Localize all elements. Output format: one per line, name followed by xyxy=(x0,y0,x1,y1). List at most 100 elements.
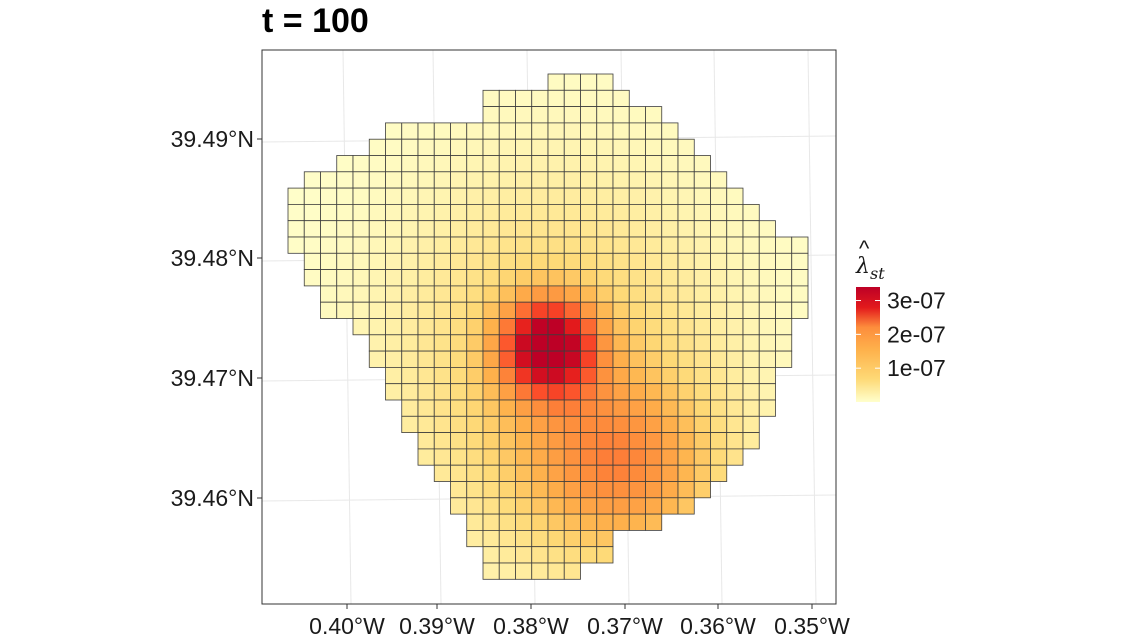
heatmap-cell xyxy=(515,138,533,156)
heatmap-cell xyxy=(677,203,695,222)
heatmap-cell xyxy=(661,171,679,189)
heatmap-cell xyxy=(287,187,305,205)
heatmap-cell xyxy=(580,366,598,385)
heatmap-cell xyxy=(498,155,516,173)
heatmap-cell xyxy=(661,220,679,238)
heatmap-cell xyxy=(677,415,695,433)
heatmap-cell xyxy=(547,252,565,271)
heatmap-cell xyxy=(580,171,598,189)
heatmap-cell xyxy=(596,89,614,108)
heatmap-cell xyxy=(401,138,419,156)
heatmap-cell xyxy=(531,448,549,466)
heatmap-cell xyxy=(693,155,711,173)
heatmap-cell xyxy=(433,301,451,319)
heatmap-cell xyxy=(661,497,679,515)
heatmap-cell xyxy=(482,562,500,580)
heatmap-cell xyxy=(563,464,581,482)
heatmap-cell xyxy=(628,171,646,189)
heatmap-cell xyxy=(287,203,305,222)
heatmap-cell xyxy=(693,236,711,254)
heatmap-cell xyxy=(482,252,500,271)
heatmap-cell xyxy=(612,89,630,108)
heatmap-cell xyxy=(563,203,581,222)
heatmap-cell xyxy=(563,562,581,580)
heatmap-cell xyxy=(450,415,468,433)
heatmap-cell xyxy=(482,530,500,548)
x-axis: 0.40°W 0.39°W 0.38°W 0.37°W 0.36°W 0.35°W xyxy=(309,604,850,639)
heatmap-cell xyxy=(580,138,598,156)
heatmap-cell xyxy=(547,497,565,515)
heatmap-cell xyxy=(628,220,646,238)
heatmap-cell xyxy=(677,350,695,368)
heatmap-cell xyxy=(596,236,614,254)
heatmap-cell xyxy=(401,187,419,205)
heatmap-cell xyxy=(693,481,711,499)
heatmap-cell xyxy=(677,301,695,319)
heatmap-cell xyxy=(580,546,598,564)
heatmap-cell xyxy=(547,546,565,564)
heatmap-cell xyxy=(433,350,451,368)
heatmap-cell xyxy=(726,334,744,352)
heatmap-cell xyxy=(466,366,484,385)
heatmap-cell xyxy=(710,236,728,254)
heatmap-cell xyxy=(580,399,598,417)
heatmap-cell xyxy=(482,106,500,124)
heatmap-cell xyxy=(661,203,679,222)
heatmap-cell xyxy=(352,236,370,254)
heatmap-cell xyxy=(628,334,646,352)
x-tick-label: 0.37°W xyxy=(587,613,663,639)
heatmap-cell xyxy=(547,122,565,140)
heatmap-cell xyxy=(498,220,516,238)
heatmap-cell xyxy=(742,318,760,336)
heatmap-cell xyxy=(498,187,516,205)
heatmap-cell xyxy=(433,383,451,401)
heatmap-cell xyxy=(596,481,614,499)
heatmap-cell xyxy=(661,269,679,287)
heatmap-cell xyxy=(677,334,695,352)
heatmap-cell xyxy=(515,203,533,222)
heatmap-cell xyxy=(580,269,598,287)
heatmap-cell xyxy=(693,187,711,205)
heatmap-cell xyxy=(287,220,305,238)
heatmap-cell xyxy=(498,481,516,499)
heatmap-cell xyxy=(433,285,451,303)
heatmap-cell xyxy=(401,220,419,238)
heatmap-cell xyxy=(580,432,598,450)
heatmap-cell xyxy=(742,350,760,368)
heatmap-cell xyxy=(563,530,581,548)
heatmap-cell xyxy=(742,285,760,303)
heatmap-cell xyxy=(726,415,744,433)
heatmap-cell xyxy=(531,562,549,580)
heatmap-cell xyxy=(661,122,679,140)
heatmap-cell xyxy=(596,513,614,531)
y-tick-label: 39.46°N xyxy=(171,485,254,511)
heatmap-cell xyxy=(596,399,614,417)
heatmap-cell xyxy=(433,138,451,156)
heatmap-cell xyxy=(368,187,386,205)
x-tick-label: 0.38°W xyxy=(493,613,569,639)
heatmap-cell xyxy=(645,513,663,531)
heatmap-cell xyxy=(417,269,435,287)
heatmap-cell xyxy=(433,464,451,482)
heatmap-cell xyxy=(433,155,451,173)
heatmap-cell xyxy=(693,220,711,238)
heatmap-cell xyxy=(645,285,663,303)
heatmap-cell xyxy=(547,301,565,319)
heatmap-cell xyxy=(596,106,614,124)
heatmap-cell xyxy=(693,203,711,222)
heatmap-cell xyxy=(596,318,614,336)
heatmap-cell xyxy=(775,334,793,352)
heatmap-cell xyxy=(710,203,728,222)
heatmap-cell xyxy=(368,236,386,254)
heatmap-cell xyxy=(433,236,451,254)
heatmap-cell xyxy=(320,252,338,271)
heatmap-cell xyxy=(580,350,598,368)
heatmap-cell xyxy=(401,318,419,336)
heatmap-cell xyxy=(385,203,403,222)
heatmap-cell xyxy=(612,366,630,385)
heatmap-cell xyxy=(531,530,549,548)
heatmap-cell xyxy=(612,171,630,189)
heatmap-cell xyxy=(482,481,500,499)
heatmap-cell xyxy=(368,269,386,287)
heatmap-cell xyxy=(791,285,809,303)
